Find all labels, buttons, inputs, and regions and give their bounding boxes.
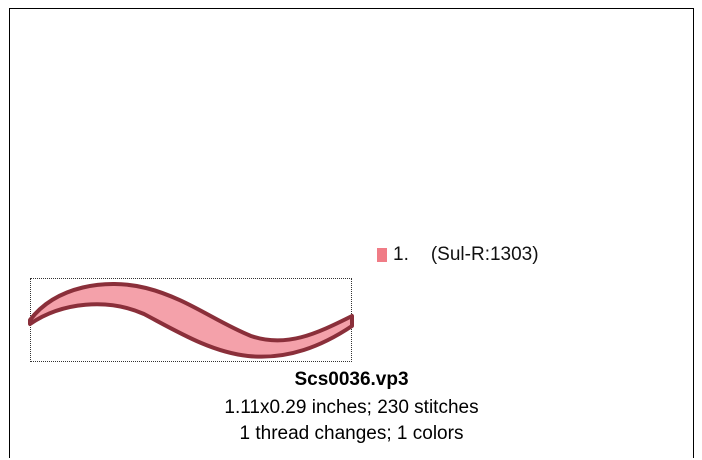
thread-code: (Sul-R:1303)	[430, 244, 539, 265]
preview-frame	[9, 8, 694, 458]
embroidery-design-preview	[28, 282, 354, 359]
thread-legend-item: 1. (Sul-R:1303)	[377, 243, 539, 267]
embroidery-stitch-shape	[28, 282, 354, 359]
design-filename: Scs0036.vp3	[294, 369, 409, 390]
design-dimensions: 1.11x0.29 inches; 230 stitches	[224, 397, 479, 418]
thread-number: 1.	[393, 244, 409, 265]
design-thread-changes: 1 thread changes; 1 colors	[239, 423, 464, 444]
thread-color-swatch	[377, 248, 387, 262]
